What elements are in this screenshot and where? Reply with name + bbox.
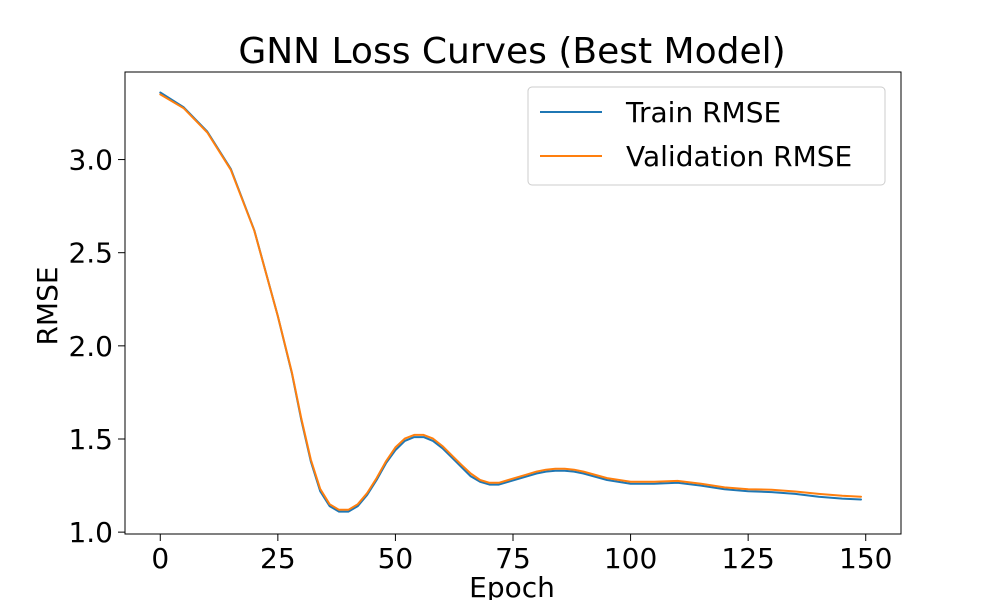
x-tick-label: 0 [151,542,169,575]
legend-box [527,86,886,186]
series-line-1 [159,93,862,511]
x-tick-label: 25 [260,542,296,575]
x-tick-label: 150 [839,542,892,575]
y-tick-label: 1.0 [68,516,113,549]
y-tick-label: 1.5 [68,423,113,456]
x-tick-label: 50 [378,542,414,575]
plot-area: 0 25 50 75 100 125 150 1.0 1.5 2.0 2.5 3.0 Train RMS… [68,71,902,575]
legend-label-1: Validation RMSE [626,140,852,173]
y-tick-label: 2.0 [68,330,113,363]
y-tick-label: 3.0 [68,144,113,177]
y-axis-label: RMSE [31,266,64,345]
chart-title: GNN Loss Curves (Best Model) [238,31,785,72]
x-axis-label: Epoch [469,571,555,600]
legend-label-0: Train RMSE [625,96,781,129]
x-tick-label: 125 [721,542,774,575]
y-tick-label: 2.5 [68,237,113,270]
x-tick-label: 75 [495,542,531,575]
x-tick-label: 100 [604,542,657,575]
